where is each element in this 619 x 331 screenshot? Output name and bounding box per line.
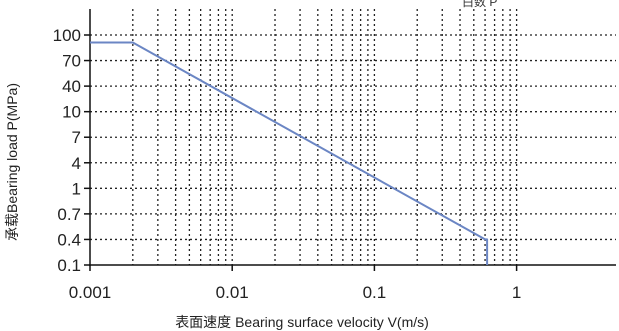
tick-labels: 0.1 0.4 0.7 1 4 7 10 40 70 100 0.001 0.01 0.1 1 <box>53 26 522 302</box>
x-tick-label: 1 <box>512 283 521 302</box>
y-tick-label: 40 <box>62 77 81 96</box>
y-tick-label: 100 <box>53 26 81 45</box>
y-tick-label: 0.7 <box>57 205 81 224</box>
y-axis-title: 承载Bearing load P(MPa) <box>4 83 20 241</box>
y-tick-label: 70 <box>62 52 81 71</box>
series-lines <box>90 41 489 265</box>
y-tick-label: 10 <box>62 103 81 122</box>
x-tick-label: 0.01 <box>216 283 249 302</box>
x-axis-title: 表面速度 Bearing surface velocity V(m/s) <box>175 314 429 330</box>
y-tick-label: 1 <box>72 179 81 198</box>
axes <box>84 9 616 271</box>
x-tick-label: 0.1 <box>363 283 387 302</box>
y-tick-label: 0.4 <box>57 230 81 249</box>
x-tick-label: 0.001 <box>69 283 112 302</box>
series-line-1 <box>90 41 489 265</box>
y-tick-label: 7 <box>72 128 81 147</box>
top-caption: 白数 P <box>462 0 497 9</box>
y-tick-label: 4 <box>72 154 81 173</box>
y-tick-label: 0.1 <box>57 256 81 275</box>
grid-lines <box>90 9 616 265</box>
